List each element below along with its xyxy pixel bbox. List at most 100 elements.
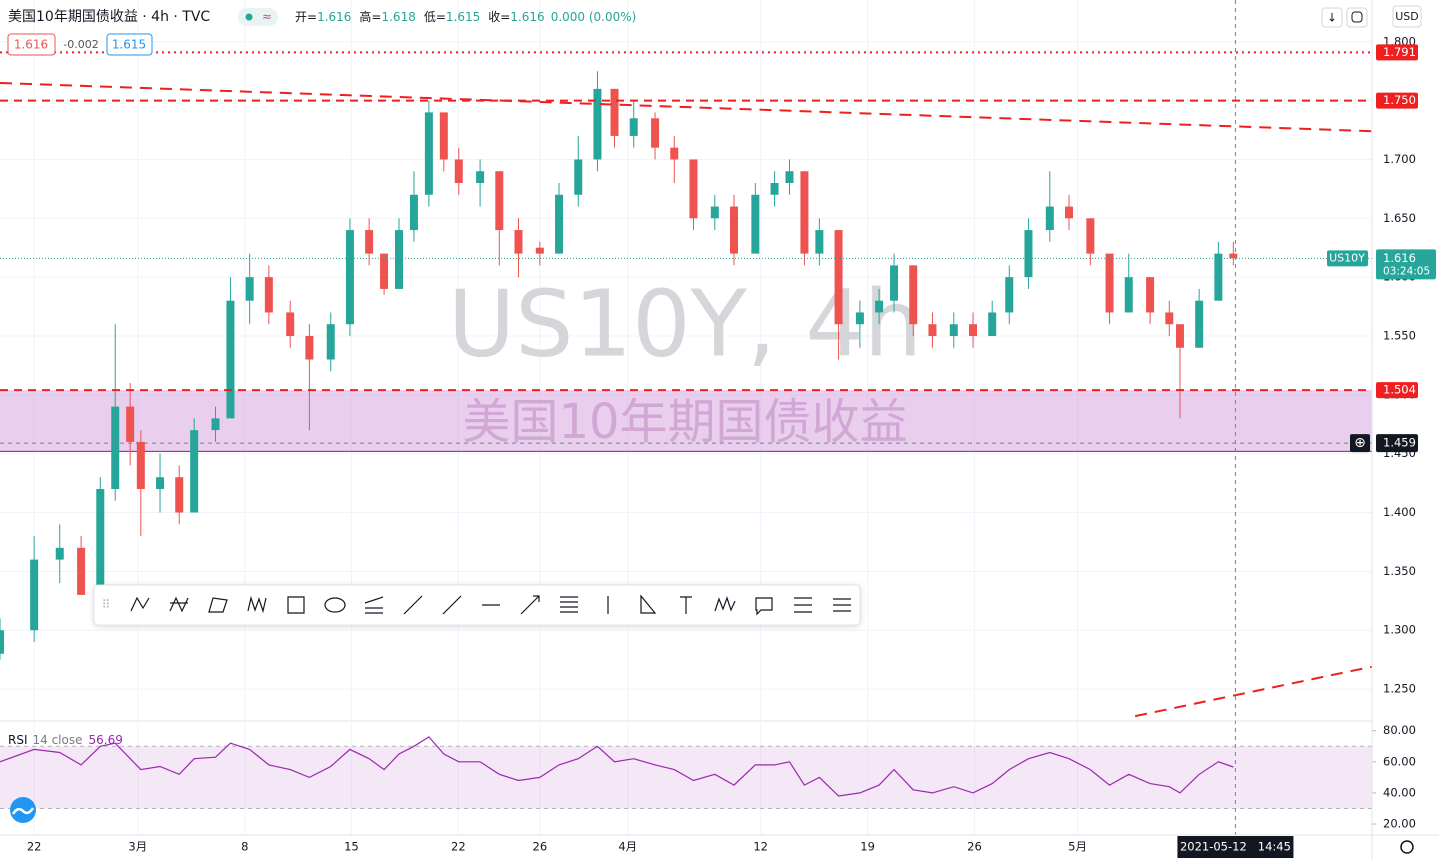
candle-body bbox=[815, 230, 824, 254]
candle-body bbox=[96, 488, 105, 595]
candle-body bbox=[1086, 218, 1095, 254]
tool-hit bbox=[631, 589, 663, 621]
drag-handle: ⠿ bbox=[102, 598, 111, 612]
candle-body bbox=[875, 300, 884, 313]
candle-body bbox=[949, 324, 958, 336]
crosshair-price: 1.459 bbox=[1383, 436, 1416, 450]
tool-icon bbox=[520, 595, 540, 615]
level-label: 1.791 bbox=[1383, 45, 1416, 59]
candle-body bbox=[439, 112, 448, 160]
candle-body bbox=[190, 430, 199, 513]
candle-body bbox=[1165, 312, 1174, 325]
candle-body bbox=[730, 206, 739, 254]
status-pill[interactable] bbox=[238, 8, 278, 26]
rsi-value: 56.69 bbox=[89, 733, 123, 747]
status-dot bbox=[245, 13, 253, 21]
tool-icon bbox=[169, 596, 189, 613]
tool-hit bbox=[202, 589, 234, 621]
spread: -0.002 bbox=[63, 38, 98, 51]
level-label: 1.504 bbox=[1383, 383, 1416, 397]
tool-button[interactable] bbox=[241, 589, 273, 621]
buy-price: 1.615 bbox=[112, 38, 146, 52]
tool-button[interactable] bbox=[748, 589, 780, 621]
candle-body bbox=[928, 324, 937, 336]
fullscreen-button[interactable] bbox=[1346, 7, 1368, 28]
candle-body bbox=[495, 171, 504, 231]
crosshair-date: 2021-05-12 14:45 bbox=[1180, 840, 1291, 854]
candle-body bbox=[610, 88, 619, 136]
add-icon: ⊕ bbox=[1354, 435, 1366, 451]
candle-body bbox=[1124, 277, 1133, 313]
tool-hit bbox=[319, 589, 351, 621]
tool-icon bbox=[247, 595, 267, 614]
level-badge bbox=[1376, 92, 1418, 109]
tool-button[interactable] bbox=[124, 589, 156, 621]
add-button[interactable] bbox=[1350, 434, 1370, 453]
symbol-tag: US10Y bbox=[1329, 251, 1365, 264]
buy-button[interactable] bbox=[106, 33, 153, 56]
tool-button[interactable] bbox=[592, 589, 624, 621]
tool-button[interactable] bbox=[397, 589, 429, 621]
tool-button[interactable] bbox=[631, 589, 663, 621]
candle-body bbox=[156, 477, 165, 489]
currency-button[interactable] bbox=[1392, 5, 1422, 28]
rsi-pane: RSI 14 close 56.69 bbox=[0, 722, 1376, 835]
tool-button[interactable] bbox=[202, 589, 234, 621]
candle-body bbox=[1005, 277, 1014, 313]
ohlc-label: 高= bbox=[359, 9, 381, 24]
level-badge bbox=[1376, 382, 1418, 399]
tool-button[interactable] bbox=[163, 589, 195, 621]
candle-body bbox=[800, 171, 809, 254]
tool-button[interactable] bbox=[709, 589, 741, 621]
candle-body bbox=[670, 147, 679, 160]
settings-button[interactable] bbox=[1400, 840, 1414, 854]
ohlc-label: 开= bbox=[295, 10, 317, 24]
sell-button[interactable] bbox=[7, 33, 56, 56]
watermark: US10Y, 4h bbox=[448, 270, 922, 377]
download-button[interactable] bbox=[1321, 7, 1343, 28]
level-badge bbox=[1376, 44, 1418, 61]
tool-button[interactable] bbox=[670, 589, 702, 621]
candle-body bbox=[834, 230, 843, 325]
tool-hit bbox=[124, 589, 156, 621]
tool-icon bbox=[324, 597, 346, 613]
candle-body bbox=[689, 159, 698, 219]
x-tick-label: 15 bbox=[344, 840, 359, 854]
ohlc-value: 1.616 bbox=[510, 10, 544, 24]
tool-button[interactable] bbox=[787, 589, 819, 621]
y-tick-label: 1.650 bbox=[1383, 211, 1416, 225]
tool-hit bbox=[280, 589, 312, 621]
tool-button[interactable] bbox=[553, 589, 585, 621]
y-tick-label: 1.700 bbox=[1383, 152, 1416, 166]
tool-button[interactable] bbox=[280, 589, 312, 621]
candle-body bbox=[380, 253, 389, 289]
candle-body bbox=[770, 183, 779, 195]
ohlc-value: 1.618 bbox=[381, 10, 415, 24]
currency: USD bbox=[1395, 10, 1419, 23]
rsi-tick-label: 40.00 bbox=[1383, 785, 1416, 799]
tool-button[interactable] bbox=[319, 589, 351, 621]
tool-button[interactable] bbox=[475, 589, 507, 621]
tool-icon bbox=[833, 598, 851, 612]
tool-button[interactable] bbox=[358, 589, 390, 621]
tool-icon bbox=[287, 596, 305, 614]
tool-button[interactable] bbox=[514, 589, 546, 621]
tool-icon bbox=[640, 594, 657, 614]
candle-body bbox=[988, 312, 997, 336]
tool-button[interactable] bbox=[436, 589, 468, 621]
candle-body bbox=[909, 265, 918, 325]
candle-body bbox=[305, 335, 314, 360]
candle-body bbox=[593, 88, 602, 160]
tool-button[interactable] bbox=[826, 589, 858, 621]
tool-hit bbox=[358, 589, 390, 621]
ohlc-value: 1.616 bbox=[317, 10, 351, 24]
tool-icon bbox=[403, 595, 423, 615]
candle-body bbox=[326, 324, 335, 360]
candle-body bbox=[1065, 206, 1074, 219]
tool-icon bbox=[680, 596, 692, 614]
tool-icon bbox=[560, 596, 578, 613]
candle-body bbox=[1146, 277, 1155, 313]
candle-body bbox=[574, 159, 583, 195]
y-tick-label: 1.550 bbox=[1383, 328, 1416, 342]
